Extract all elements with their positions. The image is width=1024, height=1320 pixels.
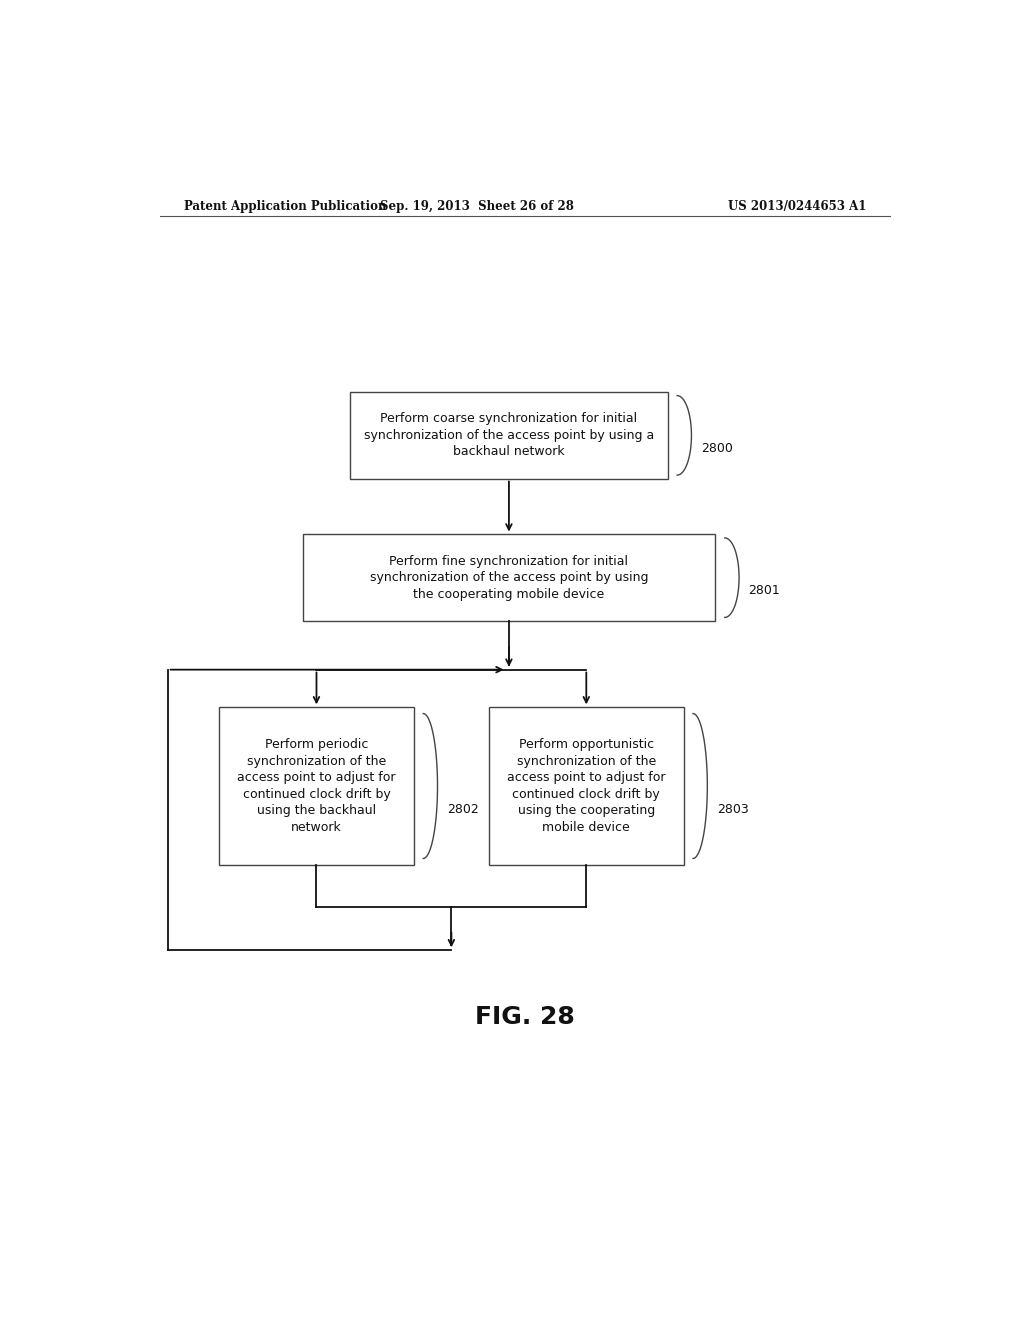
Text: Patent Application Publication: Patent Application Publication bbox=[183, 199, 386, 213]
Text: Perform opportunistic
synchronization of the
access point to adjust for
continue: Perform opportunistic synchronization of… bbox=[507, 738, 666, 834]
Text: 2802: 2802 bbox=[447, 803, 479, 816]
Text: 2800: 2800 bbox=[701, 442, 733, 455]
Text: 2803: 2803 bbox=[717, 803, 749, 816]
Text: Perform fine synchronization for initial
synchronization of the access point by : Perform fine synchronization for initial… bbox=[370, 554, 648, 601]
Bar bbox=[219, 708, 414, 865]
Text: Perform coarse synchronization for initial
synchronization of the access point b: Perform coarse synchronization for initi… bbox=[364, 412, 654, 458]
Text: Perform periodic
synchronization of the
access point to adjust for
continued clo: Perform periodic synchronization of the … bbox=[238, 738, 395, 834]
Text: 2801: 2801 bbox=[749, 585, 780, 597]
Bar bbox=[303, 535, 715, 620]
Bar bbox=[489, 708, 684, 865]
Text: Sep. 19, 2013  Sheet 26 of 28: Sep. 19, 2013 Sheet 26 of 28 bbox=[380, 199, 574, 213]
Text: US 2013/0244653 A1: US 2013/0244653 A1 bbox=[728, 199, 866, 213]
Bar bbox=[350, 392, 668, 479]
Text: FIG. 28: FIG. 28 bbox=[475, 1006, 574, 1030]
